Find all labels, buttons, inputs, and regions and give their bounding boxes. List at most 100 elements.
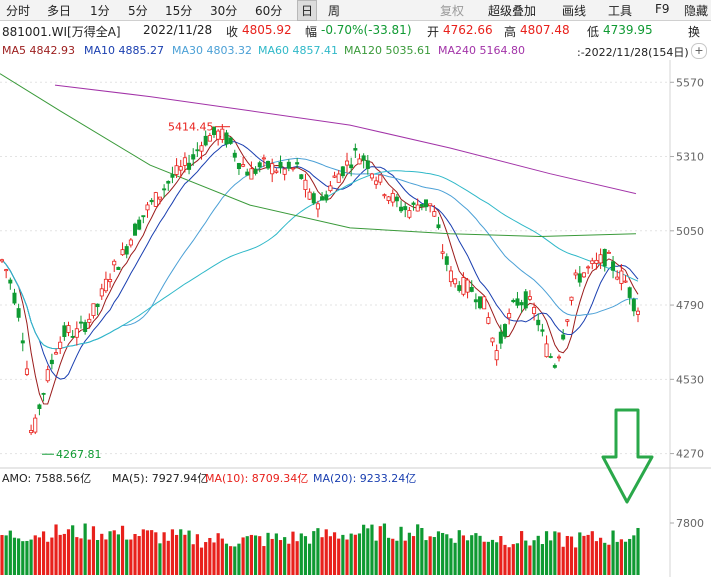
tab-60min[interactable]: 60分: [255, 4, 283, 18]
volume-bar: [112, 530, 116, 575]
volume-bar: [204, 542, 208, 575]
volume-bar: [283, 537, 287, 575]
tab-1min[interactable]: 1分: [90, 4, 110, 18]
candle-body: [211, 126, 216, 135]
volume-bar: [337, 538, 341, 575]
volume-bar: [515, 543, 520, 575]
candle-body: [324, 194, 329, 201]
candle-body: [378, 174, 383, 183]
volume-bar: [17, 538, 21, 575]
volume-bar: [158, 543, 162, 575]
volume-bar: [274, 533, 278, 575]
candle-body: [507, 313, 512, 319]
volume-bar: [524, 540, 528, 575]
candle-body: [58, 341, 63, 349]
volume-bar: [470, 535, 474, 575]
candle-body: [166, 180, 171, 184]
hide-button[interactable]: 隐藏: [684, 4, 709, 18]
change-label: 幅: [305, 25, 318, 39]
volume-bar: [150, 530, 154, 575]
volume-bar: [478, 535, 482, 575]
y-tick-label: 5570: [676, 76, 704, 89]
volume-bar: [395, 540, 399, 575]
candle-body: [615, 276, 620, 280]
candle-body: [315, 203, 320, 210]
ma5-line: [1, 134, 639, 405]
tab-15min[interactable]: 15分: [165, 4, 193, 18]
plus-icon[interactable]: +: [691, 43, 707, 59]
volume-bar: [66, 529, 71, 575]
low-annotation: 4267.81: [56, 448, 102, 461]
candle-body: [303, 179, 308, 190]
tab-weekly[interactable]: 周: [328, 4, 341, 18]
volume-bar: [46, 541, 50, 575]
volume-bar: [299, 533, 303, 575]
tab-intraday[interactable]: 分时: [6, 4, 31, 18]
quote-info-bar: 881001.WI[万得全A] 2022/11/28 收 4805.92 幅 -…: [0, 21, 711, 41]
volume-bar: [540, 544, 544, 575]
candle-body: [261, 157, 266, 160]
tab-30min[interactable]: 30分: [210, 4, 238, 18]
candle-body: [345, 160, 350, 166]
volume-bar: [216, 533, 220, 575]
volume-bar: [561, 546, 565, 575]
ma120-line: [0, 73, 637, 238]
volume-bar: [457, 530, 461, 575]
candle-body: [8, 279, 13, 284]
volume-bar: [507, 547, 511, 575]
candle-body: [536, 319, 541, 326]
volume-bar: [615, 541, 619, 575]
volume-bar: [424, 540, 428, 575]
volume-bar: [586, 534, 590, 575]
candle-body: [116, 266, 121, 270]
tools-button[interactable]: 工具: [608, 4, 633, 18]
amo-legend: AMO: 7588.56亿: [2, 472, 91, 485]
volume-bar: [378, 526, 382, 575]
volume-bar: [295, 541, 299, 575]
super-overlay-button[interactable]: 超级叠加: [488, 4, 537, 18]
candle-body: [174, 165, 179, 175]
candle-body: [103, 278, 108, 292]
volume-bar: [33, 535, 37, 575]
candle-body: [532, 306, 537, 314]
candle-body: [557, 356, 562, 359]
tab-5min[interactable]: 5分: [128, 4, 148, 18]
ma240-line: [54, 84, 637, 195]
candle-body: [20, 340, 25, 344]
adjust-button[interactable]: 复权: [440, 4, 465, 18]
candle-body: [220, 128, 225, 140]
volume-bar: [449, 538, 453, 575]
volume-bar: [544, 531, 549, 575]
volume-bar: [499, 536, 503, 575]
candle-body: [54, 352, 59, 355]
volume-bar: [104, 539, 108, 575]
candle-body: [66, 325, 71, 333]
draw-line-button[interactable]: 画线: [562, 4, 587, 18]
candle-body: [515, 298, 520, 306]
candle-body: [453, 278, 458, 285]
candle-body: [108, 279, 113, 283]
f9-button[interactable]: F9: [655, 2, 670, 16]
candle-body: [112, 260, 117, 266]
candle-body: [606, 251, 611, 254]
candle-body: [187, 162, 192, 170]
volume-bar: [25, 540, 29, 575]
tab-multi-day[interactable]: 多日: [47, 4, 72, 18]
volume-bar: [237, 543, 241, 575]
volume-bar: [362, 524, 366, 575]
volume-bar: [183, 534, 187, 575]
candle-body: [70, 335, 75, 338]
candle-body: [411, 202, 416, 205]
volume-bar: [603, 542, 607, 575]
candle-body: [428, 203, 433, 207]
volume-bar: [187, 530, 191, 575]
candle-body: [623, 280, 628, 283]
candle-body: [565, 319, 570, 322]
y-tick-label: 4790: [676, 299, 704, 312]
volume-bar: [403, 540, 407, 575]
price-grid: [0, 60, 711, 577]
volume-bar: [29, 539, 33, 575]
tab-daily[interactable]: 日: [297, 0, 318, 21]
volume-bar: [233, 546, 237, 575]
